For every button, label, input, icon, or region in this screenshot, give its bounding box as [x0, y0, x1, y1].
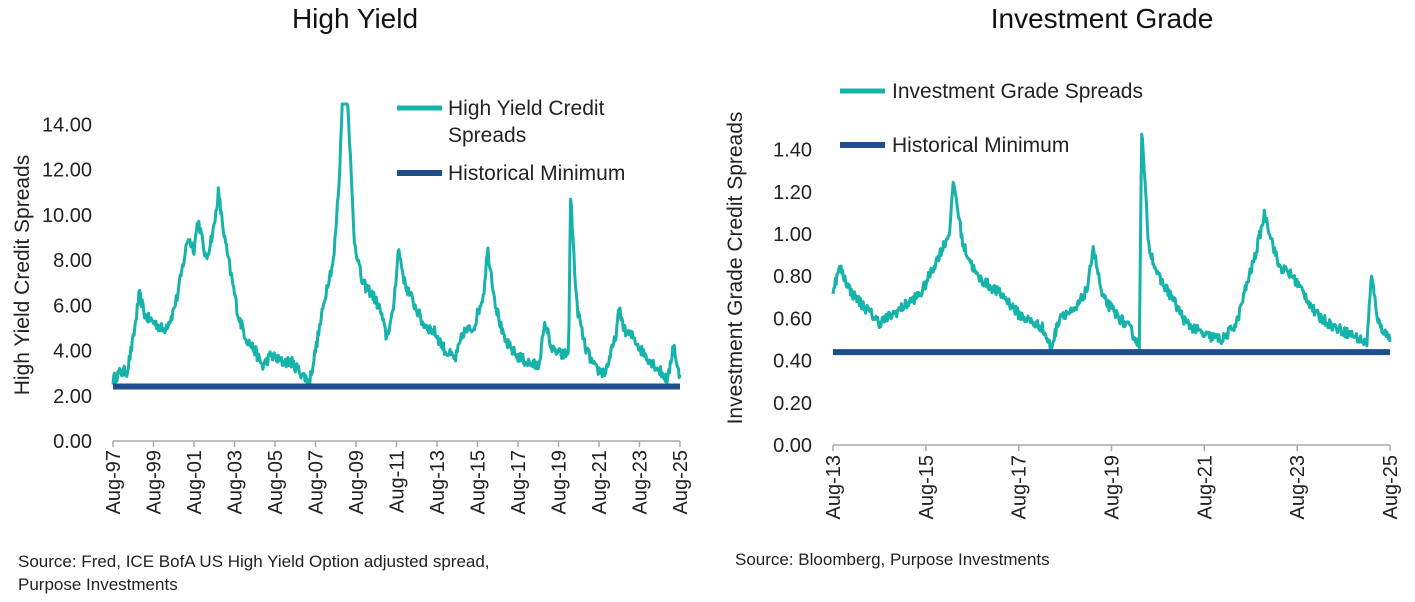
y-tick-label: 12.00	[42, 160, 92, 182]
x-tick-label: Aug-09	[346, 450, 368, 515]
y-tick-label: 0.00	[53, 431, 92, 453]
y-tick-label: 0.20	[773, 393, 812, 415]
x-tick-label: Aug-19	[1102, 455, 1124, 520]
investment-grade-chart: Investment Grade Investment Grade Credit…	[724, 3, 1402, 569]
high-yield-spread-line	[111, 102, 682, 387]
high-yield-y-ticks: 0.00 2.00 4.00 6.00 8.00 10.00 12.00 14.00	[42, 114, 92, 453]
legend-label-ig-spread: Investment Grade Spreads	[892, 80, 1143, 103]
x-tick-label: Aug-25	[1380, 455, 1402, 520]
x-tick-label: Aug-97	[103, 450, 125, 515]
y-tick-label: 0.00	[773, 435, 812, 457]
high-yield-source-line1: Source: Fred, ICE BofA US High Yield Opt…	[18, 552, 490, 571]
high-yield-title: High Yield	[292, 3, 418, 34]
x-tick-label: Aug-21	[589, 450, 611, 515]
x-tick-label: Aug-05	[265, 450, 287, 515]
investment-grade-spread-line	[831, 132, 1392, 351]
x-tick-label: Aug-03	[225, 450, 247, 515]
x-tick-label: Aug-13	[427, 450, 449, 515]
investment-grade-y-axis-label: Investment Grade Credit Spreads	[724, 112, 747, 425]
high-yield-y-axis-label: High Yield Credit Spreads	[11, 155, 34, 395]
y-tick-label: 1.20	[773, 182, 812, 204]
x-tick-label: Aug-99	[144, 450, 166, 515]
investment-grade-x-ticks: Aug-13 Aug-15 Aug-17 Aug-19 Aug-21 Aug-23 Aug-…	[823, 445, 1402, 520]
x-tick-label: Aug-11	[387, 450, 409, 513]
x-tick-label: Aug-07	[306, 450, 328, 515]
x-tick-label: Aug-15	[468, 450, 490, 515]
x-tick-label: Aug-13	[823, 455, 845, 520]
x-tick-label: Aug-17	[508, 450, 530, 515]
legend-label-ig-minimum: Historical Minimum	[892, 134, 1069, 157]
high-yield-chart: High Yield High Yield Credit Spreads 0.0…	[11, 3, 692, 594]
y-tick-label: 2.00	[53, 386, 92, 408]
x-tick-label: Aug-17	[1009, 455, 1031, 520]
x-tick-label: Aug-23	[1287, 455, 1309, 520]
y-tick-label: 1.40	[773, 140, 812, 162]
y-tick-label: 10.00	[42, 205, 92, 227]
legend-label-spread-line2: Spreads	[448, 124, 526, 147]
x-tick-label: Aug-15	[916, 455, 938, 520]
x-tick-label: Aug-19	[549, 450, 571, 515]
high-yield-legend: High Yield Credit Spreads Historical Min…	[397, 97, 625, 185]
y-tick-label: 0.40	[773, 351, 812, 373]
y-tick-label: 4.00	[53, 341, 92, 363]
investment-grade-y-ticks: 0.00 0.20 0.40 0.60 0.80 1.00 1.20 1.40	[773, 140, 812, 457]
y-tick-label: 1.00	[773, 224, 812, 246]
x-tick-label: Aug-23	[630, 450, 652, 515]
high-yield-source-line2: Purpose Investments	[18, 575, 178, 594]
investment-grade-legend: Investment Grade Spreads Historical Mini…	[840, 80, 1143, 157]
x-tick-label: Aug-25	[670, 450, 692, 515]
high-yield-x-ticks: Aug-97 Aug-99 Aug-01 Aug-03 Aug-05 Aug-07 Aug-…	[103, 441, 692, 515]
y-tick-label: 8.00	[53, 250, 92, 272]
legend-label-spread-line1: High Yield Credit	[448, 97, 605, 120]
x-tick-label: Aug-21	[1194, 455, 1216, 520]
x-tick-label: Aug-01	[184, 450, 206, 515]
investment-grade-source: Source: Bloomberg, Purpose Investments	[735, 550, 1050, 569]
y-tick-label: 14.00	[42, 114, 92, 136]
investment-grade-title: Investment Grade	[991, 3, 1214, 34]
legend-label-minimum: Historical Minimum	[448, 162, 625, 185]
y-tick-label: 0.60	[773, 308, 812, 330]
y-tick-label: 6.00	[53, 295, 92, 317]
y-tick-label: 0.80	[773, 266, 812, 288]
